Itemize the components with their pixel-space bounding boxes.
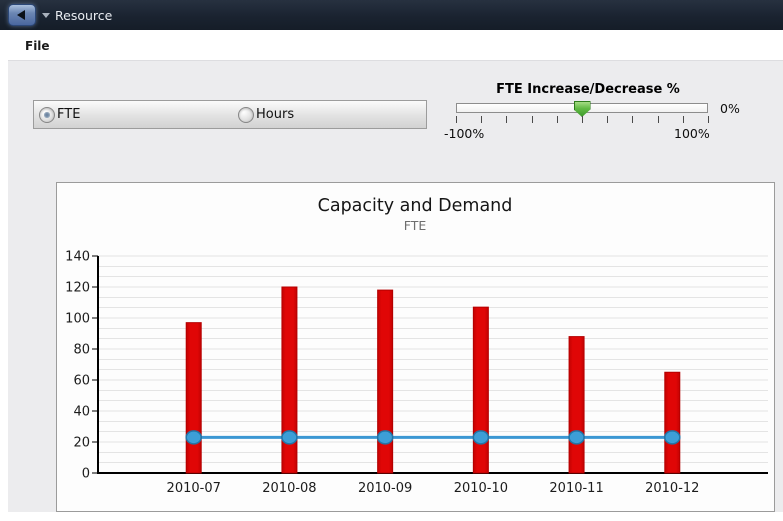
y-axis-label: 0: [82, 467, 90, 482]
y-axis-label: 120: [65, 281, 90, 296]
slider-title: FTE Increase/Decrease %: [496, 82, 680, 97]
slider-min-label: -100%: [444, 126, 485, 141]
slider-tick: [582, 116, 583, 123]
radio-label: Hours: [256, 107, 295, 122]
back-button[interactable]: [8, 4, 36, 26]
titlebar: Resource: [0, 0, 783, 30]
x-axis-label: 2010-12: [645, 481, 699, 496]
slider-tick: [506, 116, 507, 123]
demand-bar[interactable]: [281, 286, 298, 474]
menu-file[interactable]: File: [25, 39, 50, 53]
chart-subtitle: FTE: [404, 218, 427, 233]
slider-tick-rail: [456, 116, 709, 123]
demand-bar[interactable]: [568, 336, 585, 474]
demand-bar[interactable]: [472, 306, 489, 474]
line-marker[interactable]: [664, 430, 681, 445]
radio-option-hours[interactable]: Hours: [238, 101, 294, 128]
x-axis-label: 2010-09: [358, 481, 412, 496]
x-axis-label: 2010-10: [454, 481, 508, 496]
demand-bar[interactable]: [377, 289, 394, 474]
line-marker[interactable]: [568, 430, 585, 445]
slider-tick: [481, 116, 482, 123]
radio-option-fte[interactable]: FTE: [39, 101, 80, 128]
radio-label: FTE: [57, 107, 81, 122]
slider-value-label: 0%: [720, 101, 740, 116]
chevron-down-icon[interactable]: [42, 13, 50, 18]
menubar: File: [0, 30, 783, 60]
slider-tick: [607, 116, 608, 123]
y-axis-label: 100: [65, 312, 90, 327]
slider-tick: [632, 116, 633, 123]
y-axis-label: 40: [73, 405, 90, 420]
line-marker[interactable]: [185, 430, 202, 445]
slider-tick: [557, 116, 558, 123]
x-axis-label: 2010-11: [549, 481, 603, 496]
chart-canvas: Capacity and Demand FTE 0 20 40 60 80 100 120 140…: [65, 196, 768, 496]
x-axis-label: 2010-07: [167, 481, 221, 496]
radio-icon: [238, 106, 254, 123]
chart-title: Capacity and Demand: [318, 196, 513, 216]
demand-bar[interactable]: [664, 371, 681, 474]
line-marker[interactable]: [376, 430, 394, 445]
slider-tick: [708, 116, 709, 123]
slider-tick: [683, 116, 684, 123]
back-arrow-icon: [17, 10, 25, 20]
y-axis-label: 60: [73, 374, 90, 389]
slider-tick: [456, 116, 457, 123]
y-axis-label: 80: [73, 343, 90, 358]
radio-icon: [39, 106, 55, 123]
line-marker[interactable]: [472, 430, 490, 445]
y-axis-label: 20: [73, 436, 90, 451]
chart-panel: Capacity and Demand FTE 0 20 40 60 80 100 120 140…: [56, 182, 775, 512]
demand-bar[interactable]: [185, 322, 202, 474]
slider-tick: [658, 116, 659, 123]
unit-toggle-group: FTE Hours: [33, 100, 427, 129]
x-axis-label: 2010-08: [262, 481, 316, 496]
line-marker[interactable]: [281, 430, 298, 445]
slider-tick: [532, 116, 533, 123]
y-axis-label: 140: [65, 250, 90, 265]
window-title: Resource: [55, 8, 113, 23]
slider-max-label: 100%: [674, 126, 710, 141]
